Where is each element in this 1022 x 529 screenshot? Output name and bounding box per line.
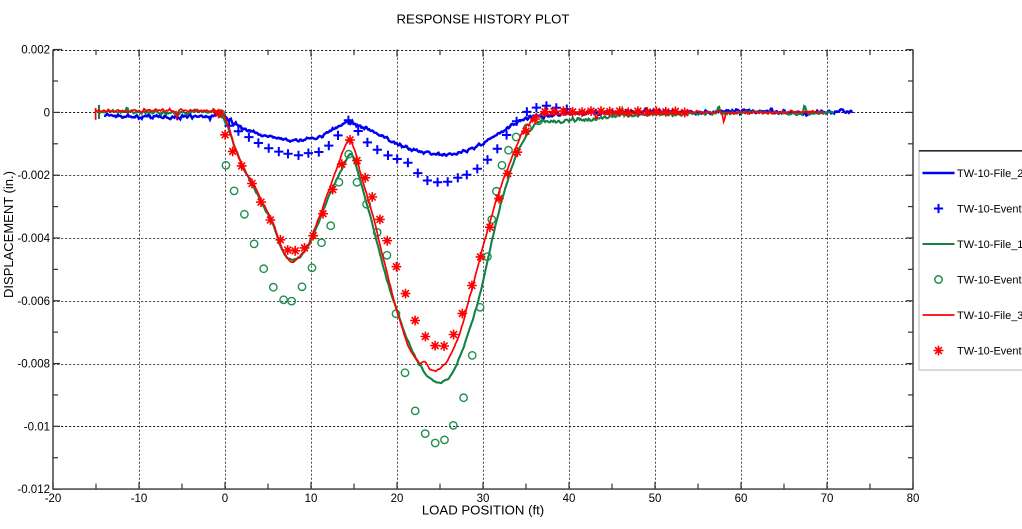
svg-text:-0.006: -0.006 <box>17 296 50 308</box>
svg-text:70: 70 <box>821 493 834 505</box>
svg-text:40: 40 <box>563 493 576 505</box>
svg-text:-10: -10 <box>131 493 148 505</box>
svg-text:-0.004: -0.004 <box>17 233 50 245</box>
svg-text:50: 50 <box>649 493 662 505</box>
svg-text:RESPONSE HISTORY PLOT: RESPONSE HISTORY PLOT <box>397 12 570 27</box>
svg-text:0: 0 <box>222 493 228 505</box>
svg-text:DISPLACEMENT (in.): DISPLACEMENT (in.) <box>1 171 16 298</box>
svg-text:TW-10-Event: TW-10-Event <box>957 346 1022 358</box>
svg-text:TW-10-File_2: TW-10-File_2 <box>957 168 1022 180</box>
svg-text:0.002: 0.002 <box>21 45 50 57</box>
svg-text:-20: -20 <box>45 493 62 505</box>
svg-text:60: 60 <box>735 493 748 505</box>
svg-text:TW-10-File_3: TW-10-File_3 <box>957 310 1022 322</box>
svg-text:TW-10-Event: TW-10-Event <box>957 275 1022 287</box>
svg-text:80: 80 <box>907 493 920 505</box>
svg-text:LOAD POSITION (ft): LOAD POSITION (ft) <box>422 503 544 518</box>
svg-text:30: 30 <box>477 493 490 505</box>
svg-text:TW-10-File_1: TW-10-File_1 <box>957 239 1022 251</box>
svg-text:20: 20 <box>391 493 404 505</box>
svg-text:10: 10 <box>305 493 318 505</box>
svg-text:-0.002: -0.002 <box>17 170 50 182</box>
svg-text:-0.012: -0.012 <box>17 484 50 496</box>
svg-text:-0.008: -0.008 <box>17 359 50 371</box>
svg-text:TW-10-Event: TW-10-Event <box>957 204 1022 216</box>
svg-text:0: 0 <box>44 107 50 119</box>
svg-text:-0.01: -0.01 <box>24 421 50 433</box>
